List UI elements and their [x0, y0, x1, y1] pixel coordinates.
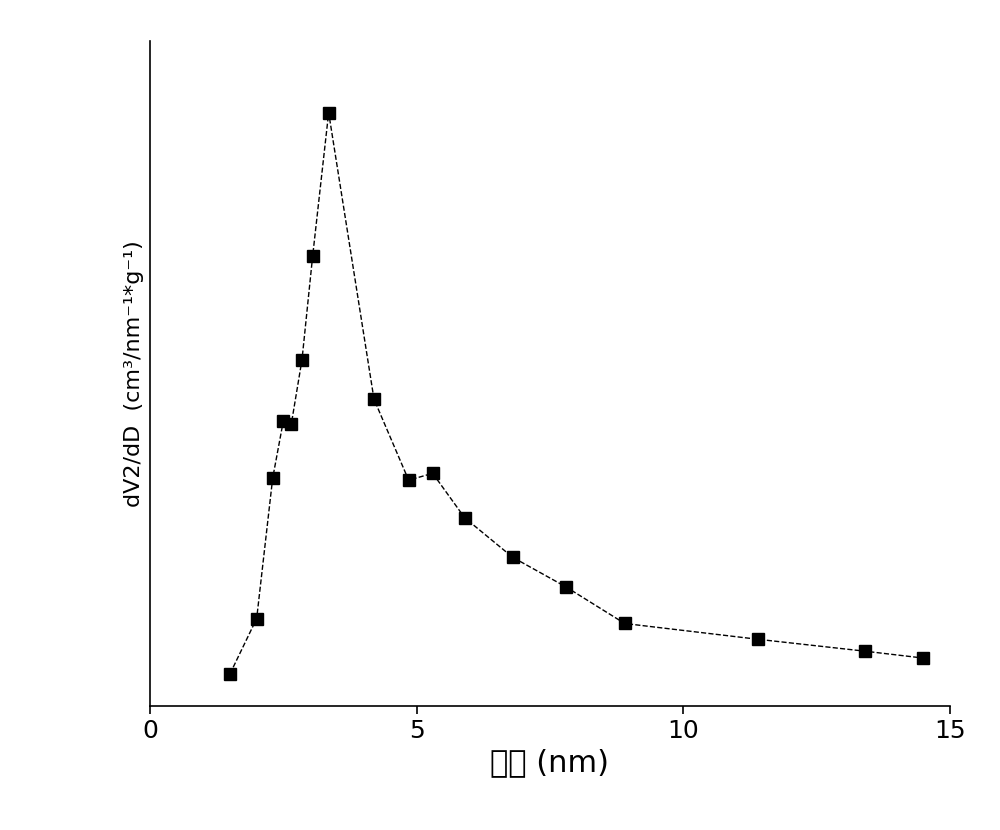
- Y-axis label: dV2/dD  (cm³/nm⁻¹*g⁻¹): dV2/dD (cm³/nm⁻¹*g⁻¹): [124, 240, 144, 507]
- X-axis label: 孔径 (nm): 孔径 (nm): [490, 749, 610, 777]
